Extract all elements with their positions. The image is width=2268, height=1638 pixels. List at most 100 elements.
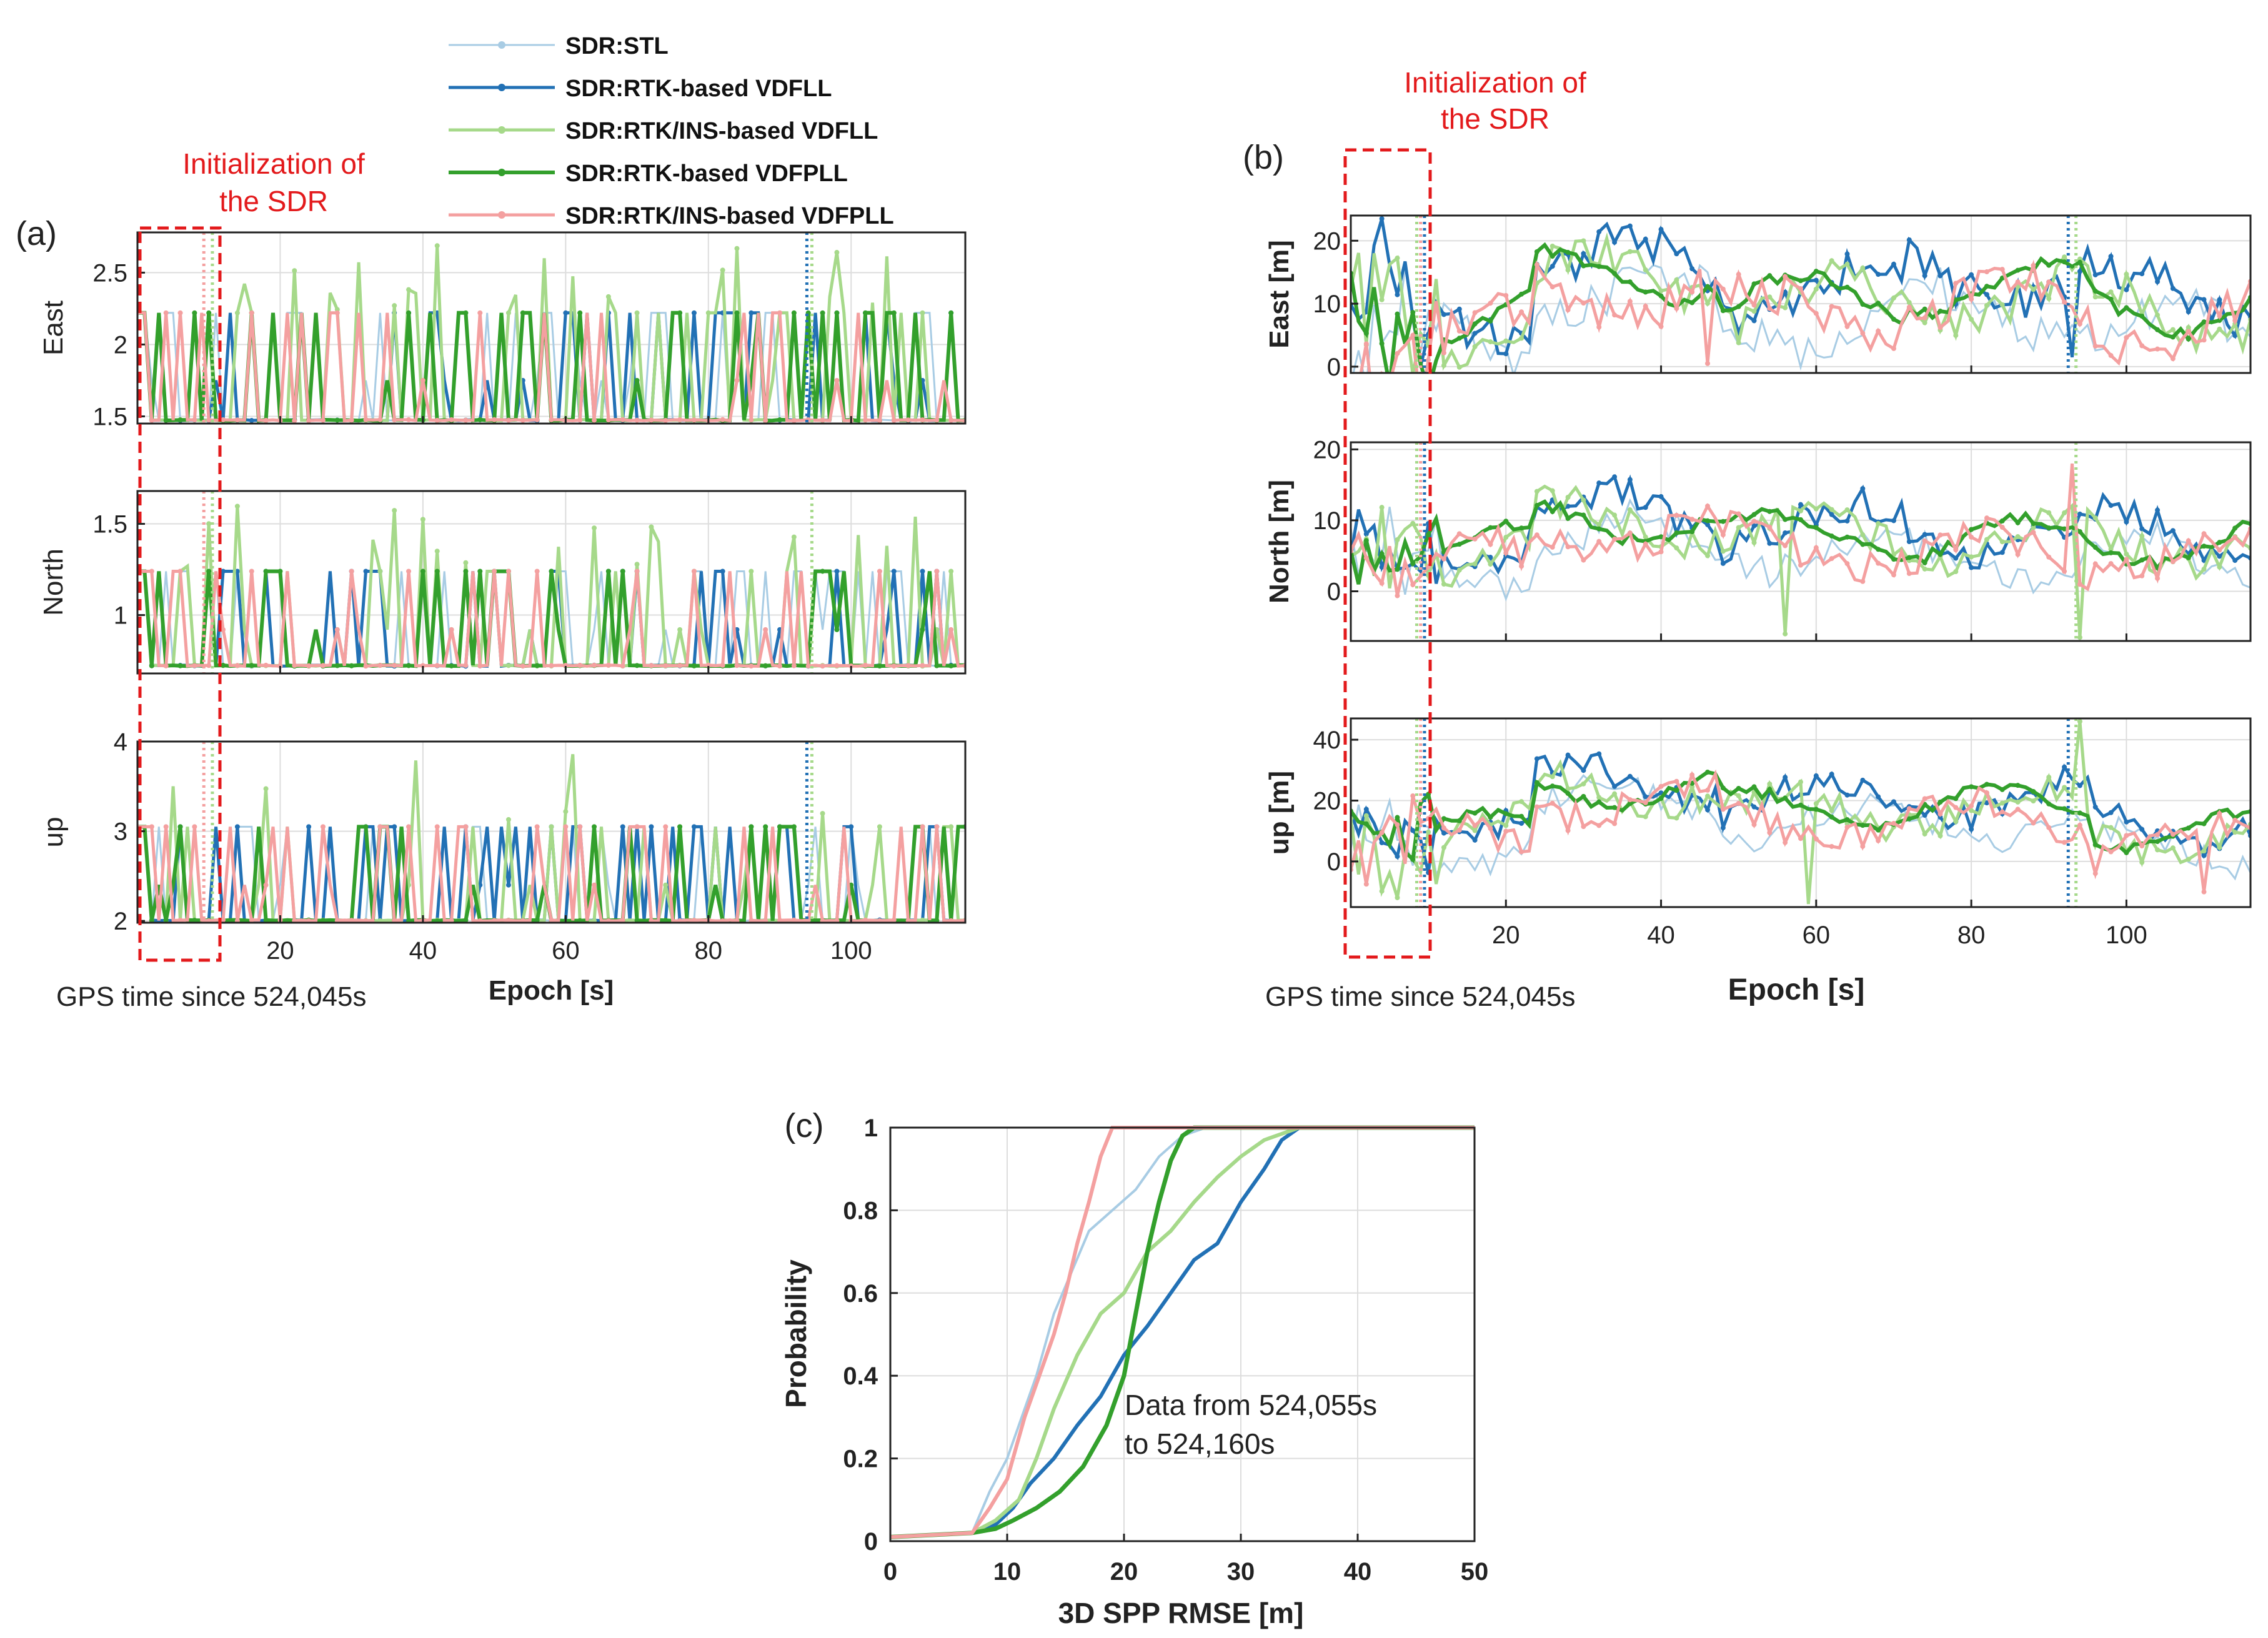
data-point-rtk_vdfll: [1860, 777, 1866, 783]
data-point-rtk_vdfll: [1922, 813, 1927, 818]
data-point-rtk_vdfpll: [1891, 317, 1896, 322]
data-point-rtk_vdfpll: [1395, 815, 1400, 820]
data-point-rtk_vdfpll: [477, 417, 483, 422]
data-point-rtk_vdfll: [1844, 518, 1850, 524]
data-point-rtk_vdfpll: [1798, 278, 1803, 284]
data-point-rtk_vdfll: [234, 568, 240, 574]
data-point-rtk_ins_vdfpll: [1984, 515, 1989, 521]
data-point-rtk_ins_vdfpll: [1736, 800, 1741, 806]
data-point-rtk_vdfpll: [691, 663, 697, 668]
data-point-rtk_ins_vdfpll: [449, 918, 454, 923]
data-point-rtk_vdfpll: [1844, 284, 1850, 290]
data-point-rtk_vdfll: [2139, 271, 2145, 277]
data-point-rtk_ins_vdfll: [2217, 564, 2222, 570]
data-point-rtk_ins_vdfll: [1534, 489, 1539, 494]
data-point-rtk_vdfll: [1472, 837, 1478, 843]
data-point-rtk_vdfpll: [1783, 795, 1788, 801]
data-point-rtk_ins_vdfpll: [1674, 305, 1679, 311]
data-point-rtk_ins_vdfll: [1488, 562, 1493, 567]
data-point-rtk_vdfll: [1627, 773, 1633, 779]
data-point-rtk_ins_vdfpll: [1503, 828, 1509, 834]
data-point-rtk_vdfpll: [820, 568, 825, 574]
data-point-rtk_vdfpll: [549, 568, 554, 574]
data-point-rtk_ins_vdfpll: [2186, 538, 2191, 544]
data-point-rtk_vdfpll: [406, 918, 412, 923]
data-point-rtk_vdfll: [1705, 807, 1711, 813]
data-point-rtk_ins_vdfll: [1519, 335, 1524, 341]
data-point-rtk_vdfpll: [1860, 542, 1866, 547]
y-tick-label: 20: [1313, 436, 1341, 464]
data-point-rtk_ins_vdfpll: [2077, 822, 2082, 828]
data-point-rtk_ins_vdfpll: [677, 663, 683, 668]
data-point-rtk_vdfpll: [1363, 821, 1369, 826]
data-point-rtk_vdfll: [1705, 522, 1711, 527]
data-point-rtk_ins_vdfll: [292, 268, 297, 274]
data-point-rtk_ins_vdfpll: [334, 310, 340, 315]
data-point-rtk_ins_vdfpll: [549, 663, 554, 668]
data-point-rtk_ins_vdfpll: [406, 568, 412, 574]
data-point-rtk_vdfpll: [1410, 310, 1416, 315]
data-point-rtk_vdfpll: [2186, 825, 2191, 831]
data-point-rtk_ins_vdfpll: [1860, 843, 1866, 849]
data-point-rtk_ins_vdfpll: [520, 918, 525, 923]
data-point-rtk_ins_vdfpll: [777, 663, 783, 669]
data-point-rtk_ins_vdfpll: [1565, 828, 1571, 833]
data-point-rtk_vdfpll: [1906, 816, 1912, 821]
data-point-rtk_vdfpll: [2092, 288, 2098, 294]
data-point-rtk_vdfpll: [1876, 547, 1881, 552]
data-point-rtk_ins_vdfll: [505, 310, 511, 315]
data-point-rtk_vdfpll: [1906, 555, 1912, 560]
data-point-rtk_vdfpll: [2062, 259, 2067, 265]
data-point-rtk_vdfpll: [677, 310, 683, 315]
data-point-rtk_ins_vdfll: [1395, 256, 1400, 261]
data-point-rtk_vdfll: [1751, 318, 1757, 324]
legend-label-rtk_vdfpll: SDR:RTK-based VDFPLL: [565, 161, 848, 187]
data-point-rtk_ins_vdfll: [263, 786, 269, 792]
data-point-rtk_ins_vdfpll: [1969, 296, 1974, 302]
data-point-rtk_ins_vdfpll: [2031, 820, 2036, 826]
data-point-rtk_ins_vdfpll: [1534, 804, 1539, 810]
data-point-rtk_ins_vdfpll: [334, 918, 340, 923]
data-point-rtk_ins_vdfll: [1612, 512, 1618, 518]
data-point-rtk_vdfll: [1503, 351, 1509, 357]
data-point-rtk_ins_vdfpll: [2217, 547, 2222, 553]
data-point-rtk_ins_vdfpll: [2232, 535, 2238, 540]
data-point-rtk_ins_vdfpll: [363, 663, 369, 669]
data-point-rtk_ins_vdfpll: [791, 917, 797, 923]
y-tick-label: 2: [114, 331, 127, 359]
data-point-rtk_vdfll: [620, 824, 625, 830]
data-point-rtk_ins_vdfpll: [1844, 324, 1850, 329]
data-point-rtk_ins_vdfpll: [1906, 304, 1912, 310]
data-point-rtk_ins_vdfpll: [1472, 536, 1478, 542]
data-point-rtk_ins_vdfpll: [1643, 800, 1648, 805]
data-point-rtk_ins_vdfll: [1627, 249, 1633, 254]
data-point-rtk_vdfpll: [2155, 327, 2161, 332]
data-point-rtk_vdfpll: [177, 417, 183, 423]
data-point-rtk_ins_vdfpll: [605, 918, 611, 923]
x-axis-label-a: Epoch [s]: [489, 975, 614, 1006]
data-point-rtk_ins_vdfll: [1736, 525, 1741, 530]
data-point-rtk_ins_vdfll: [1984, 302, 1989, 308]
data-point-rtk_ins_vdfll: [392, 303, 397, 309]
data-point-rtk_ins_vdfpll: [1689, 772, 1695, 778]
data-point-rtk_vdfpll: [834, 627, 840, 632]
data-point-rtk_vdfpll: [1456, 335, 1462, 341]
data-point-rtk_vdfll: [1456, 306, 1462, 312]
y-tick-label: 0.4: [843, 1363, 878, 1390]
data-point-rtk_vdfpll: [334, 417, 340, 423]
subplot-b-1: 0 10 20 North [m]: [1264, 436, 2252, 642]
data-point-rtk_vdfll: [1844, 792, 1850, 798]
data-point-rtk_vdfpll: [592, 824, 597, 830]
data-point-rtk_ins_vdfll: [877, 824, 882, 830]
axes-box: [1350, 441, 2252, 642]
data-point-rtk_vdfpll: [206, 568, 212, 574]
data-point-rtk_ins_vdfpll: [1767, 524, 1773, 530]
data-point-rtk_ins_vdfpll: [434, 663, 440, 668]
data-point-rtk_ins_vdfll: [1674, 277, 1679, 282]
data-point-rtk_ins_vdfll: [1658, 288, 1664, 294]
data-point-rtk_vdfpll: [2155, 839, 2161, 845]
data-point-rtk_ins_vdfpll: [1798, 285, 1803, 291]
data-point-rtk_ins_vdfpll: [392, 918, 397, 923]
data-point-rtk_ins_vdfll: [1751, 309, 1757, 314]
data-point-rtk_ins_vdfpll: [1891, 345, 1896, 351]
